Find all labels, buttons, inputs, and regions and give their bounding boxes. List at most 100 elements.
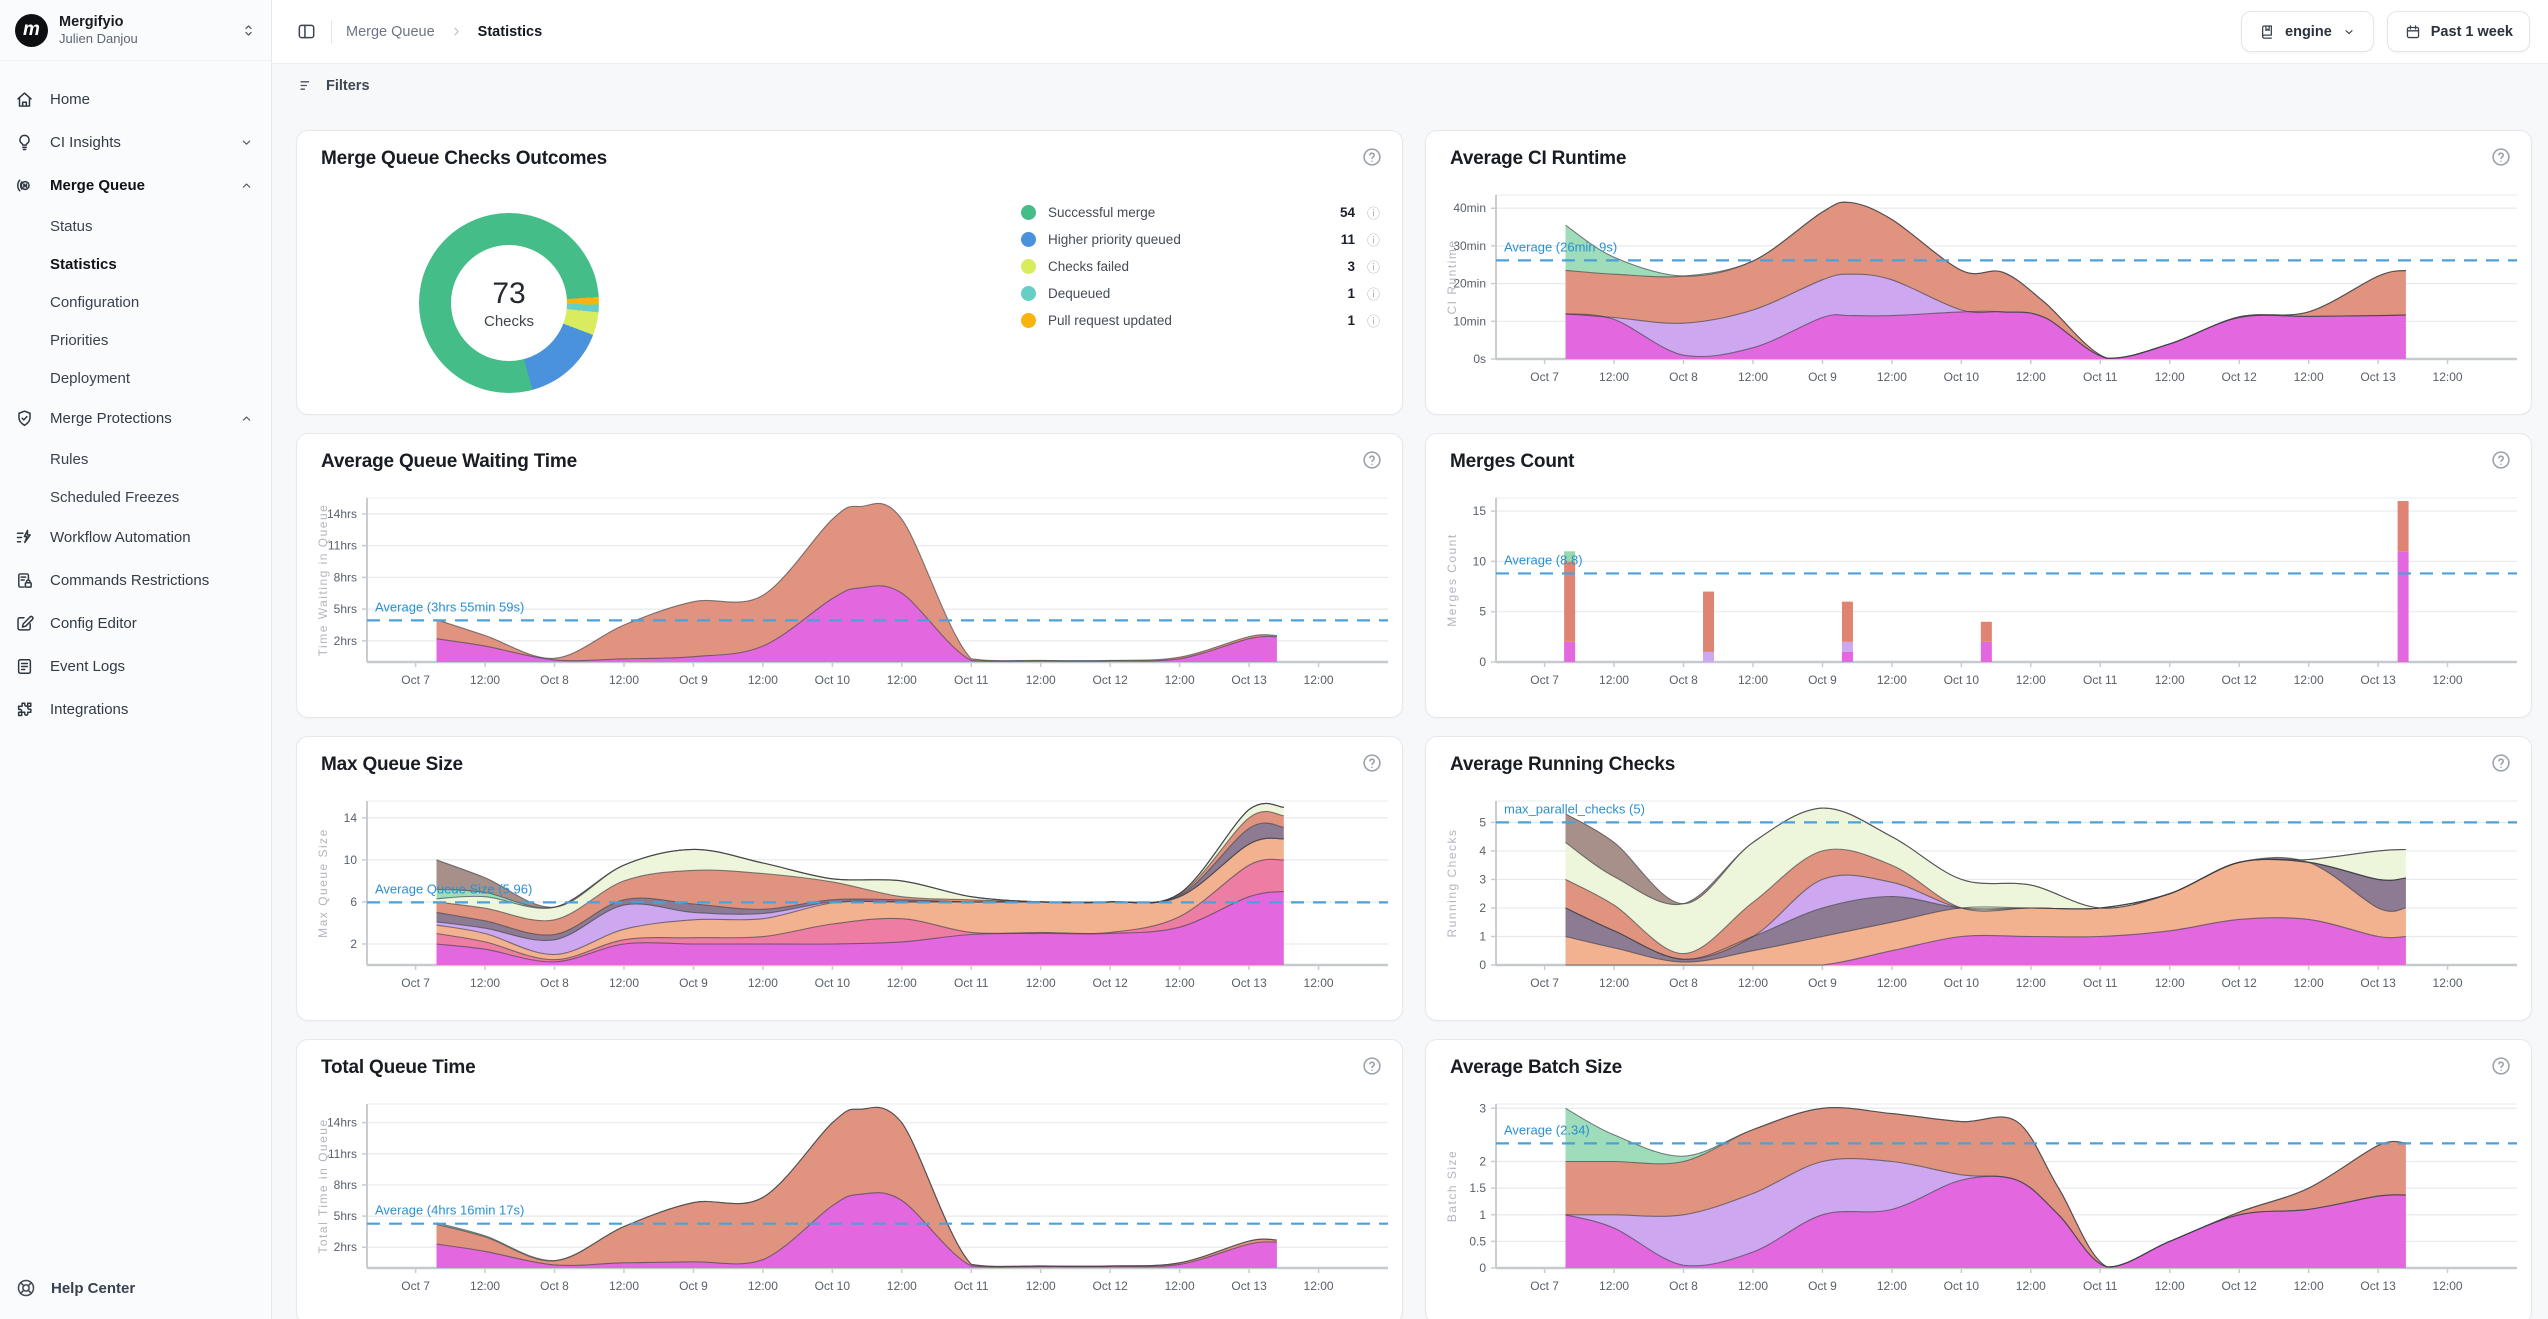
- sidebar-item-statistics[interactable]: Statistics: [0, 245, 271, 283]
- legend-item-checks-failed[interactable]: Checks failed 3 ⓘ: [1021, 253, 1380, 280]
- chart-area: 0 0.5 1 1.5 2 3 Oct 7 12:00 Oct 8 12:00 Oct 9 12:00…: [1444, 1096, 2523, 1306]
- org-switcher[interactable]: m Mergifyio Julien Danjou: [0, 0, 271, 61]
- average-line-label: Average Queue Size (5.96): [375, 881, 532, 896]
- svg-text:8hrs: 8hrs: [334, 1178, 357, 1192]
- svg-text:Oct 9: Oct 9: [1808, 1279, 1837, 1293]
- main-area: Merge Queue Statistics engine Past 1 wee…: [272, 0, 2548, 1319]
- help-icon[interactable]: [2490, 449, 2512, 471]
- chevron-up-icon: [238, 177, 255, 194]
- help-icon[interactable]: [2490, 1055, 2512, 1077]
- bar-segment-magenta: [1841, 651, 1853, 662]
- legend-value: 1: [1347, 286, 1355, 301]
- info-icon[interactable]: ⓘ: [1366, 314, 1380, 329]
- svg-text:Max Queue Size: Max Queue Size: [316, 828, 330, 938]
- average-line-label: max_parallel_checks (5): [1504, 801, 1645, 816]
- sidebar-toggle-button[interactable]: [296, 21, 317, 42]
- sidebar-item-deployment[interactable]: Deployment: [0, 359, 271, 397]
- svg-text:Oct 12: Oct 12: [1092, 1279, 1128, 1293]
- sidebar-item-label: Rules: [50, 450, 89, 468]
- sidebar-item-scheduled-freezes[interactable]: Scheduled Freezes: [0, 478, 271, 516]
- legend-dot: [1021, 232, 1036, 247]
- svg-text:8hrs: 8hrs: [334, 570, 357, 584]
- sidebar-item-config-editor[interactable]: Config Editor: [0, 602, 271, 645]
- checks-outcomes-donut: 73 Checks: [419, 213, 599, 393]
- svg-text:Oct 9: Oct 9: [1808, 976, 1837, 990]
- org-name: Mergifyio: [59, 13, 124, 30]
- legend-item-pull-request-updated[interactable]: Pull request updated 1 ⓘ: [1021, 307, 1380, 334]
- sidebar-item-home[interactable]: Home: [0, 78, 271, 121]
- breadcrumb-current: Statistics: [477, 23, 543, 40]
- sidebar-item-merge-queue[interactable]: Merge Queue: [0, 164, 271, 207]
- card-total-queue-time: Total Queue Time 2hrs 5hrs 8hrs 11hrs 14hrs Oc…: [296, 1039, 1403, 1319]
- donut-total-label: Checks: [483, 312, 535, 330]
- legend-item-successful-merge[interactable]: Successful merge 54 ⓘ: [1021, 199, 1380, 226]
- sidebar-item-label: Merge Queue: [50, 177, 146, 194]
- svg-text:14: 14: [344, 811, 358, 825]
- help-icon[interactable]: [2490, 146, 2512, 168]
- help-center-link[interactable]: Help Center: [0, 1257, 271, 1319]
- legend-value: 1: [1347, 313, 1355, 328]
- help-icon[interactable]: [1361, 449, 1383, 471]
- card-title: Average Batch Size: [1450, 1057, 1623, 1078]
- info-icon[interactable]: ⓘ: [1366, 287, 1380, 302]
- bar-segment-salmon: [2397, 501, 2409, 552]
- sidebar-item-ci-insights[interactable]: CI Insights: [0, 121, 271, 164]
- chart-area: 0 5 10 15 Oct 7 12:00 Oct 8 12:00 Oct 9 12:00 Oct …: [1444, 490, 2523, 700]
- filters-label[interactable]: Filters: [326, 77, 370, 94]
- card-merges-count: Merges Count 0 5 10 15 Oct 7 12:00 Oct 8 12:00 Oc…: [1425, 433, 2532, 718]
- svg-text:12:00: 12:00: [2433, 976, 2463, 990]
- org-info: Mergifyio Julien Danjou: [59, 14, 138, 46]
- svg-text:12:00: 12:00: [1877, 1279, 1907, 1293]
- donut-legend: Successful merge 54 ⓘ Higher priority queue…: [1021, 199, 1380, 334]
- svg-text:6: 6: [350, 895, 357, 909]
- date-range-button[interactable]: Past 1 week: [2386, 11, 2530, 52]
- sidebar-item-label: Statistics: [50, 255, 117, 273]
- average-line-label: Average (4hrs 16min 17s): [375, 1203, 524, 1218]
- sidebar-item-merge-protections[interactable]: Merge Protections: [0, 397, 271, 440]
- svg-text:12:00: 12:00: [1026, 976, 1056, 990]
- legend-value: 54: [1339, 205, 1355, 220]
- svg-text:Batch Size: Batch Size: [1445, 1150, 1459, 1222]
- average-queue-waiting-time-chart: 2hrs 5hrs 8hrs 11hrs 14hrs Oct 7 12:00 Oct 8 12:…: [316, 497, 1388, 687]
- svg-text:Oct 11: Oct 11: [2083, 673, 2118, 687]
- sidebar-item-event-logs[interactable]: Event Logs: [0, 645, 271, 688]
- info-icon[interactable]: ⓘ: [1366, 260, 1380, 275]
- svg-text:Oct 12: Oct 12: [2221, 976, 2257, 990]
- sidebar-item-workflow-automation[interactable]: Workflow Automation: [0, 516, 271, 559]
- sidebar-item-commands-restrictions[interactable]: Commands Restrictions: [0, 559, 271, 602]
- info-icon[interactable]: ⓘ: [1366, 233, 1380, 248]
- svg-text:Oct 7: Oct 7: [1530, 673, 1559, 687]
- info-icon[interactable]: ⓘ: [1366, 206, 1380, 221]
- sidebar-item-status[interactable]: Status: [0, 207, 271, 245]
- help-icon[interactable]: [2490, 752, 2512, 774]
- svg-text:12:00: 12:00: [1165, 1279, 1195, 1293]
- sidebar-item-rules[interactable]: Rules: [0, 440, 271, 478]
- chart-area: 0s 10min 20min 30min 40min Oct 7 12:00 Oct 8 12:…: [1444, 187, 2523, 397]
- sidebar-item-priorities[interactable]: Priorities: [0, 321, 271, 359]
- svg-text:1: 1: [1479, 929, 1486, 943]
- svg-text:Oct 8: Oct 8: [540, 1279, 569, 1293]
- breadcrumb-parent[interactable]: Merge Queue: [346, 23, 435, 40]
- sidebar-item-label: Workflow Automation: [50, 529, 191, 546]
- help-icon[interactable]: [1361, 752, 1383, 774]
- bar-segment-magenta: [2397, 551, 2409, 662]
- sidebar-item-configuration[interactable]: Configuration: [0, 283, 271, 321]
- svg-text:Oct 11: Oct 11: [954, 976, 989, 990]
- help-icon[interactable]: [1361, 146, 1383, 168]
- sidebar-item-label: Config Editor: [50, 615, 137, 632]
- svg-text:Total Time in Queue: Total Time in Queue: [316, 1118, 330, 1253]
- bar-segment-salmon: [1841, 601, 1853, 642]
- help-icon[interactable]: [1361, 1055, 1383, 1077]
- svg-text:1.5: 1.5: [1469, 1181, 1486, 1195]
- sidebar-item-integrations[interactable]: Integrations: [0, 688, 271, 731]
- legend-item-higher-priority-queued[interactable]: Higher priority queued 11 ⓘ: [1021, 226, 1380, 253]
- svg-text:Oct 9: Oct 9: [679, 673, 708, 687]
- svg-text:Oct 13: Oct 13: [2360, 1279, 2396, 1293]
- legend-item-dequeued[interactable]: Dequeued 1 ⓘ: [1021, 280, 1380, 307]
- shield-icon: [14, 408, 35, 429]
- svg-text:0: 0: [1479, 1261, 1486, 1275]
- legend-label: Dequeued: [1048, 286, 1111, 301]
- svg-text:12:00: 12:00: [2016, 976, 2046, 990]
- repo-selector[interactable]: engine: [2241, 11, 2374, 52]
- svg-text:12:00: 12:00: [1877, 370, 1907, 384]
